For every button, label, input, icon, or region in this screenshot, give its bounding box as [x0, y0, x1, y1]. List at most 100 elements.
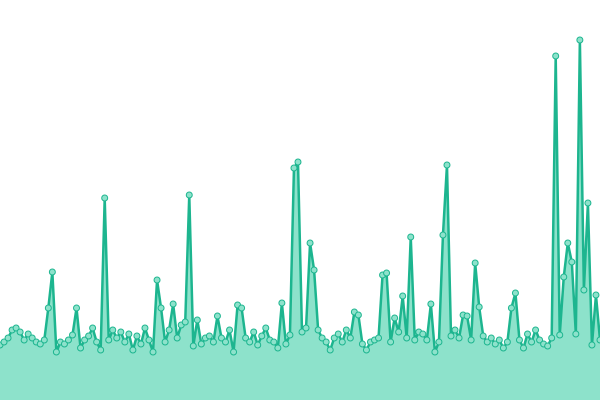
- point: [48, 268, 56, 276]
- point: [68, 331, 76, 339]
- point: [226, 326, 234, 334]
- point: [511, 289, 519, 297]
- point: [185, 191, 193, 199]
- point: [217, 334, 225, 342]
- point: [358, 340, 366, 348]
- point: [338, 338, 346, 346]
- point: [435, 338, 443, 346]
- point: [507, 304, 515, 312]
- point: [310, 266, 318, 274]
- point: [121, 338, 129, 346]
- point: [113, 334, 121, 342]
- point: [588, 341, 596, 349]
- point: [109, 326, 117, 334]
- point: [495, 336, 503, 344]
- point: [81, 336, 89, 344]
- point: [399, 292, 407, 300]
- point: [592, 291, 600, 299]
- point: [161, 338, 169, 346]
- point: [282, 340, 290, 348]
- point: [391, 314, 399, 322]
- point: [274, 344, 282, 352]
- point: [576, 36, 584, 44]
- point: [330, 334, 338, 342]
- point: [153, 276, 161, 284]
- point: [16, 328, 24, 336]
- point: [209, 338, 217, 346]
- point: [423, 336, 431, 344]
- point: [205, 332, 213, 340]
- point: [290, 164, 298, 172]
- point: [294, 158, 302, 166]
- point: [463, 312, 471, 320]
- point: [483, 338, 491, 346]
- point: [28, 334, 36, 342]
- point: [342, 326, 350, 334]
- point: [407, 233, 415, 241]
- point: [326, 346, 334, 354]
- point: [548, 334, 556, 342]
- point: [552, 52, 560, 60]
- point: [169, 300, 177, 308]
- point: [246, 338, 254, 346]
- point: [40, 336, 48, 344]
- point: [499, 344, 507, 352]
- point: [375, 334, 383, 342]
- point: [157, 304, 165, 312]
- point: [137, 340, 145, 348]
- point: [145, 336, 153, 344]
- point: [117, 328, 125, 336]
- point: [334, 330, 342, 338]
- point: [455, 334, 463, 342]
- point: [568, 258, 576, 266]
- point: [564, 239, 572, 247]
- point: [258, 332, 266, 340]
- point: [427, 300, 435, 308]
- point: [77, 344, 85, 352]
- point: [173, 334, 181, 342]
- point: [222, 338, 230, 346]
- point: [471, 259, 479, 267]
- point: [141, 324, 149, 332]
- point: [64, 336, 72, 344]
- point: [447, 332, 455, 340]
- point: [443, 161, 451, 169]
- point: [487, 334, 495, 342]
- point: [519, 344, 527, 352]
- point: [189, 342, 197, 350]
- point: [556, 331, 564, 339]
- point: [262, 324, 270, 332]
- point: [286, 331, 294, 339]
- point: [411, 336, 419, 344]
- point: [322, 338, 330, 346]
- point: [431, 348, 439, 356]
- point: [24, 330, 32, 338]
- point: [242, 334, 250, 342]
- point: [584, 199, 592, 207]
- point: [73, 304, 81, 312]
- point: [524, 330, 532, 338]
- point: [536, 336, 544, 344]
- point: [544, 342, 552, 350]
- point: [12, 324, 20, 332]
- point: [479, 332, 487, 340]
- point: [60, 340, 68, 348]
- point: [4, 334, 12, 342]
- point: [596, 336, 600, 344]
- point: [298, 328, 306, 336]
- point: [193, 316, 201, 324]
- point: [560, 273, 568, 281]
- point: [278, 299, 286, 307]
- point: [491, 340, 499, 348]
- point: [451, 326, 459, 334]
- point: [515, 336, 523, 344]
- point: [149, 348, 157, 356]
- point: [532, 326, 540, 334]
- point: [230, 348, 238, 356]
- point: [85, 332, 93, 340]
- point: [125, 330, 133, 338]
- point: [302, 324, 310, 332]
- point: [97, 346, 105, 354]
- point: [44, 304, 52, 312]
